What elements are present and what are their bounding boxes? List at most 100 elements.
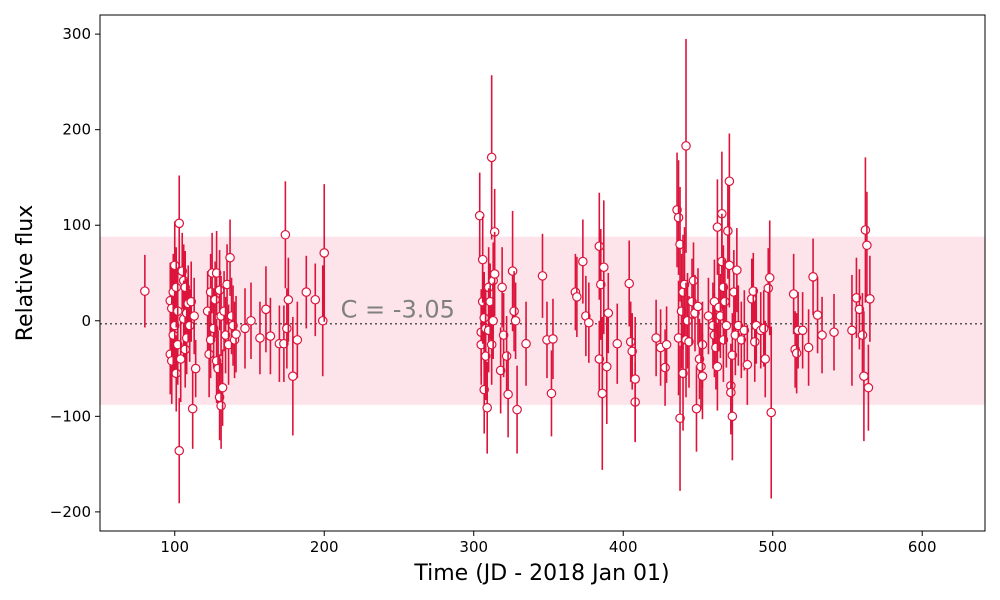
data-point bbox=[231, 295, 241, 373]
point-marker bbox=[205, 335, 216, 345]
data-point bbox=[174, 398, 185, 504]
point-marker bbox=[865, 293, 875, 304]
data-point bbox=[482, 361, 492, 454]
y-tick-label: 200 bbox=[62, 121, 91, 139]
y-tick-label: 100 bbox=[62, 216, 91, 234]
point-marker bbox=[732, 265, 742, 275]
data-point bbox=[764, 220, 775, 336]
point-marker bbox=[682, 315, 693, 326]
point-marker bbox=[675, 413, 685, 424]
data-point bbox=[477, 216, 488, 303]
data-point bbox=[217, 349, 228, 426]
data-point bbox=[572, 256, 582, 338]
point-marker bbox=[486, 339, 497, 350]
point-marker bbox=[817, 330, 827, 340]
data-point bbox=[319, 184, 330, 322]
data-point bbox=[678, 316, 688, 431]
data-point bbox=[732, 228, 742, 313]
point-marker bbox=[688, 275, 699, 286]
point-marker bbox=[661, 339, 672, 350]
point-marker bbox=[739, 325, 750, 336]
point-marker bbox=[862, 240, 872, 251]
point-marker bbox=[216, 401, 226, 411]
y-tick-label: −200 bbox=[50, 503, 91, 521]
point-marker bbox=[214, 285, 225, 295]
x-tick-label: 400 bbox=[609, 538, 638, 556]
point-marker bbox=[510, 315, 521, 326]
data-point bbox=[697, 333, 708, 420]
data-point bbox=[847, 274, 857, 386]
point-marker bbox=[189, 311, 199, 321]
data-point bbox=[189, 277, 199, 355]
data-point bbox=[187, 368, 198, 449]
point-marker bbox=[651, 333, 661, 343]
point-marker bbox=[546, 388, 557, 399]
data-point bbox=[485, 263, 495, 340]
plot-frame bbox=[99, 14, 986, 532]
point-marker bbox=[217, 382, 228, 393]
point-marker bbox=[497, 282, 507, 293]
point-marker bbox=[169, 260, 180, 271]
point-marker bbox=[204, 349, 214, 360]
data-point bbox=[863, 344, 874, 431]
data-point bbox=[537, 233, 548, 318]
point-marker bbox=[766, 407, 777, 418]
point-marker bbox=[720, 296, 730, 307]
point-marker bbox=[482, 402, 492, 413]
data-point bbox=[797, 292, 808, 369]
data-point bbox=[280, 181, 291, 289]
point-marker bbox=[712, 222, 723, 232]
data-point bbox=[283, 257, 294, 342]
point-marker bbox=[594, 354, 605, 364]
point-marker bbox=[736, 335, 747, 345]
point-marker bbox=[507, 266, 518, 276]
point-marker bbox=[625, 336, 636, 347]
data-point bbox=[724, 133, 735, 230]
data-point bbox=[510, 282, 521, 359]
data-point bbox=[288, 316, 298, 436]
data-point bbox=[624, 240, 635, 327]
data-point bbox=[712, 322, 723, 411]
x-tick-label: 500 bbox=[758, 538, 787, 556]
point-marker bbox=[808, 272, 818, 282]
annotation-label: C = -3.05 bbox=[341, 296, 455, 324]
point-marker bbox=[749, 336, 760, 347]
point-marker bbox=[748, 286, 759, 296]
point-marker bbox=[171, 368, 182, 379]
data-point bbox=[261, 266, 271, 353]
data-point bbox=[246, 282, 256, 359]
point-marker bbox=[697, 371, 708, 381]
data-point bbox=[497, 247, 507, 328]
point-marker bbox=[521, 338, 531, 349]
data-point bbox=[584, 282, 594, 363]
point-marker bbox=[210, 294, 220, 305]
point-marker bbox=[174, 445, 185, 456]
data-point bbox=[727, 372, 738, 461]
point-marker bbox=[301, 287, 312, 297]
data-point bbox=[310, 263, 321, 337]
data-point bbox=[760, 320, 771, 398]
point-marker bbox=[678, 368, 688, 379]
point-marker bbox=[691, 403, 702, 414]
point-marker bbox=[171, 282, 182, 293]
point-marker bbox=[624, 278, 635, 289]
point-marker bbox=[288, 371, 298, 381]
data-point bbox=[865, 255, 875, 342]
x-tick-label: 200 bbox=[310, 538, 339, 556]
x-tick-label: 600 bbox=[908, 538, 937, 556]
point-marker bbox=[758, 323, 769, 334]
data-point bbox=[474, 172, 485, 259]
point-marker bbox=[261, 304, 271, 315]
point-marker bbox=[265, 331, 276, 341]
data-point bbox=[729, 250, 739, 335]
point-marker bbox=[246, 315, 256, 326]
point-marker bbox=[186, 296, 196, 307]
y-tick-label: 300 bbox=[62, 25, 91, 43]
point-marker bbox=[860, 225, 871, 235]
point-marker bbox=[612, 338, 623, 349]
point-marker bbox=[829, 327, 839, 338]
data-point bbox=[498, 293, 509, 378]
point-marker bbox=[184, 320, 195, 331]
y-tick-label: 0 bbox=[81, 312, 91, 330]
